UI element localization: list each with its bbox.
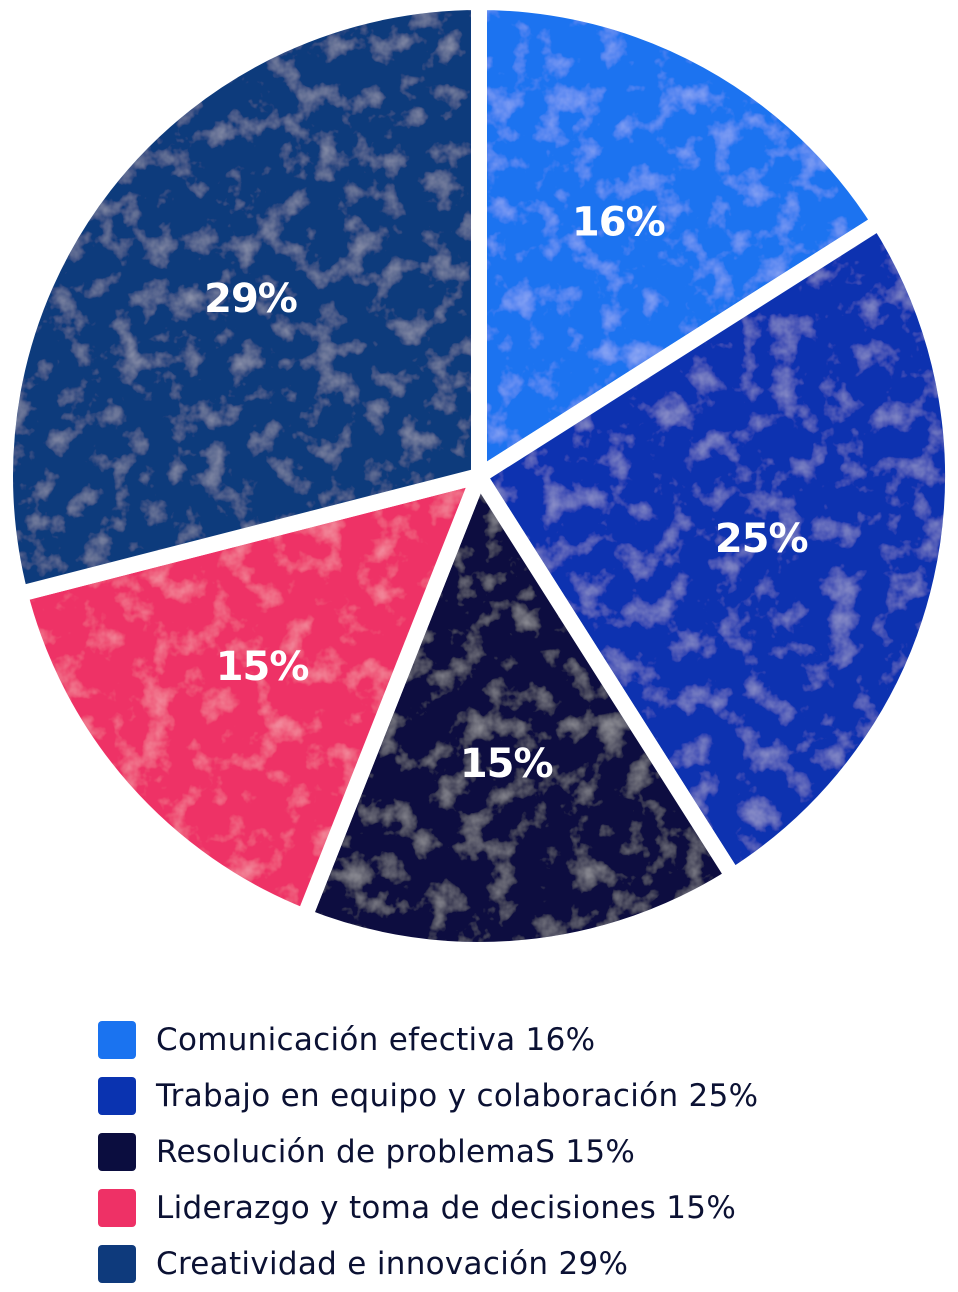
pie-slice-label-2: 25% bbox=[715, 516, 808, 562]
legend-item-3: Resolución de problemaS 15% bbox=[98, 1124, 938, 1180]
legend-item-4: Liderazgo y toma de decisiones 15% bbox=[98, 1180, 938, 1236]
pie-chart: 16% 25% 15% 15% 29% bbox=[0, 0, 958, 958]
pie-slice-label-1: 16% bbox=[572, 200, 665, 246]
legend-label-4: Liderazgo y toma de decisiones 15% bbox=[156, 1190, 737, 1226]
legend-swatch-1 bbox=[98, 1021, 136, 1059]
legend-label-5: Creatividad e innovación 29% bbox=[156, 1246, 629, 1282]
pie-slices bbox=[0, 0, 958, 958]
pie-slice-4 bbox=[10, 464, 493, 928]
legend-label-3: Resolución de problemaS 15% bbox=[156, 1134, 636, 1170]
legend-item-2: Trabajo en equipo y colaboración 25% bbox=[98, 1068, 938, 1124]
pie-slice-label-3: 15% bbox=[460, 741, 553, 787]
pie-chart-svg: 16% 25% 15% 15% 29% bbox=[0, 0, 958, 958]
pie-slice-label-4: 15% bbox=[216, 644, 309, 690]
pie-slice-3 bbox=[294, 458, 745, 958]
pie-slice-label-5: 29% bbox=[204, 276, 297, 322]
legend-item-5: Creatividad e innovación 29% bbox=[98, 1236, 938, 1292]
legend-item-1: Comunicación efectiva 16% bbox=[98, 1012, 938, 1068]
pie-slice-labels: 16% 25% 15% 15% 29% bbox=[204, 200, 808, 787]
legend-swatch-3 bbox=[98, 1133, 136, 1171]
legend-swatch-5 bbox=[98, 1245, 136, 1283]
legend-swatch-2 bbox=[98, 1077, 136, 1115]
pie-slice-1 bbox=[471, 0, 891, 491]
pie-slice-5 bbox=[0, 0, 487, 604]
pie-slice-2 bbox=[467, 210, 958, 888]
legend-label-1: Comunicación efectiva 16% bbox=[156, 1022, 596, 1058]
chart-legend: Comunicación efectiva 16% Trabajo en equi… bbox=[98, 1012, 938, 1292]
legend-swatch-4 bbox=[98, 1189, 136, 1227]
legend-label-2: Trabajo en equipo y colaboración 25% bbox=[156, 1078, 759, 1114]
